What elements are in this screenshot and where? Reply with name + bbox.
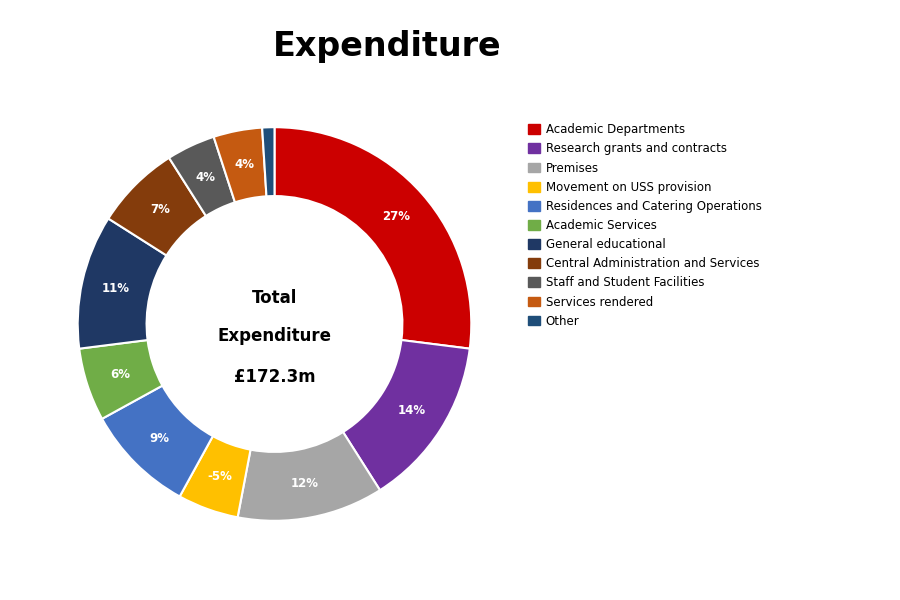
Wedge shape — [274, 127, 472, 349]
Text: £172.3m: £172.3m — [234, 368, 315, 386]
Legend: Academic Departments, Research grants and contracts, Premises, Movement on USS p: Academic Departments, Research grants an… — [528, 123, 761, 328]
Wedge shape — [169, 137, 235, 216]
Wedge shape — [238, 432, 380, 521]
Wedge shape — [343, 340, 470, 490]
Text: 7%: 7% — [149, 203, 169, 215]
Text: 12%: 12% — [291, 477, 319, 490]
Text: 6%: 6% — [110, 368, 130, 380]
Text: Expenditure: Expenditure — [273, 30, 501, 63]
Text: 9%: 9% — [149, 433, 170, 445]
Text: 11%: 11% — [102, 282, 130, 295]
Text: 4%: 4% — [234, 158, 254, 171]
Wedge shape — [77, 218, 166, 349]
Text: Expenditure: Expenditure — [218, 327, 331, 345]
Wedge shape — [180, 436, 250, 517]
Text: -5%: -5% — [207, 470, 232, 483]
Text: Total: Total — [252, 289, 297, 307]
Wedge shape — [108, 158, 206, 256]
Text: 4%: 4% — [195, 170, 215, 184]
Text: 27%: 27% — [382, 210, 410, 223]
Wedge shape — [213, 128, 266, 202]
Wedge shape — [262, 127, 274, 196]
Text: 14%: 14% — [398, 404, 426, 418]
Wedge shape — [102, 386, 213, 496]
Wedge shape — [79, 340, 162, 419]
